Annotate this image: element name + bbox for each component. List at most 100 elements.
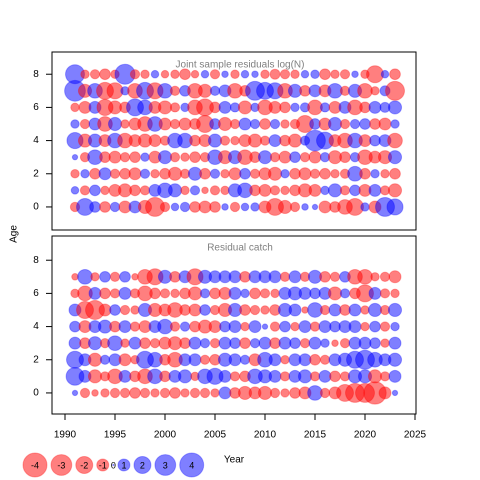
bubble <box>199 387 211 399</box>
bubble <box>228 353 242 367</box>
bubble <box>269 118 281 130</box>
bubble <box>240 321 250 332</box>
bubble <box>320 338 330 348</box>
bubble <box>109 271 121 282</box>
bubble <box>237 100 253 115</box>
bubble <box>100 185 110 196</box>
bubble <box>139 185 151 196</box>
bubble <box>380 338 390 348</box>
bubble <box>319 354 331 365</box>
bubble <box>128 167 142 181</box>
bubble <box>290 102 300 113</box>
bubble <box>280 169 290 179</box>
bubble <box>71 153 79 161</box>
bubble <box>140 69 150 79</box>
bubble <box>319 102 331 113</box>
x-tick-label: 2010 <box>254 430 277 441</box>
bubble <box>140 152 150 162</box>
bubble <box>390 288 400 299</box>
bubble <box>209 168 221 179</box>
bubble <box>169 152 181 163</box>
panel-title: Residual catch <box>207 243 273 254</box>
bubble <box>229 201 241 213</box>
bubble <box>247 133 263 148</box>
bubble <box>260 69 270 79</box>
bubble <box>209 338 221 349</box>
bubble <box>290 321 300 332</box>
bubble <box>79 118 91 130</box>
bubble <box>199 338 211 349</box>
bubble <box>349 118 361 130</box>
bubble <box>180 152 190 162</box>
panel-frame <box>51 235 417 415</box>
bubble <box>327 116 343 132</box>
bubble <box>188 336 202 350</box>
legend-label: 4 <box>189 460 194 470</box>
bubble <box>269 185 281 196</box>
legend-bubble <box>50 454 73 476</box>
bubble <box>269 68 281 80</box>
bubble <box>167 183 183 198</box>
bubble <box>169 102 181 113</box>
bubble <box>120 338 130 348</box>
bubble <box>308 336 322 350</box>
bubble <box>387 352 403 367</box>
y-tick-label: 6 <box>33 102 39 113</box>
bubble <box>209 85 221 96</box>
bubble <box>339 69 351 80</box>
bubble <box>129 184 141 197</box>
bubble <box>207 133 223 148</box>
y-tick-label: 8 <box>33 255 39 266</box>
legend-label: -2 <box>80 460 88 470</box>
bubble <box>267 166 283 181</box>
bubble <box>378 117 392 131</box>
bubble <box>279 69 291 80</box>
bubble <box>170 202 180 212</box>
x-axis-label: Year <box>224 455 245 466</box>
bubble <box>280 119 290 129</box>
bubble <box>249 168 261 179</box>
bubble <box>99 354 111 365</box>
bubble <box>370 169 380 179</box>
bubble <box>230 69 240 79</box>
bubble <box>218 369 232 383</box>
bubble <box>159 288 171 299</box>
bubble <box>330 69 340 79</box>
bubble <box>179 201 191 213</box>
y-tick-label: 0 <box>33 202 39 213</box>
bubble <box>240 288 250 299</box>
bubble <box>70 169 80 179</box>
bubble <box>389 167 401 180</box>
bubble <box>279 271 291 282</box>
bubble <box>99 201 111 213</box>
bubble <box>240 69 250 79</box>
bubble <box>209 69 221 80</box>
bubble <box>180 388 190 398</box>
bubble <box>229 337 241 350</box>
bubble <box>385 80 405 101</box>
bubble <box>261 323 269 330</box>
bubble <box>248 320 262 334</box>
bubble <box>201 186 209 195</box>
bubble <box>129 387 141 399</box>
bubble <box>357 82 373 99</box>
bubble <box>89 184 101 197</box>
bubble <box>197 83 213 98</box>
bubble <box>378 386 392 400</box>
bubble <box>308 183 322 197</box>
bubble <box>310 69 320 79</box>
bubble <box>129 69 141 80</box>
bubble <box>298 167 312 181</box>
bubble <box>249 304 261 316</box>
bubble <box>209 185 221 196</box>
bubble <box>311 203 319 211</box>
bubble <box>269 387 281 399</box>
bubble <box>219 135 231 146</box>
bubble <box>268 369 282 383</box>
panel-title: Joint sample residuals log(N) <box>176 60 305 71</box>
bubble <box>290 69 300 79</box>
bubble <box>370 86 380 96</box>
bubble <box>179 321 191 332</box>
y-tick-label: 8 <box>33 69 39 80</box>
bubble <box>259 288 271 299</box>
